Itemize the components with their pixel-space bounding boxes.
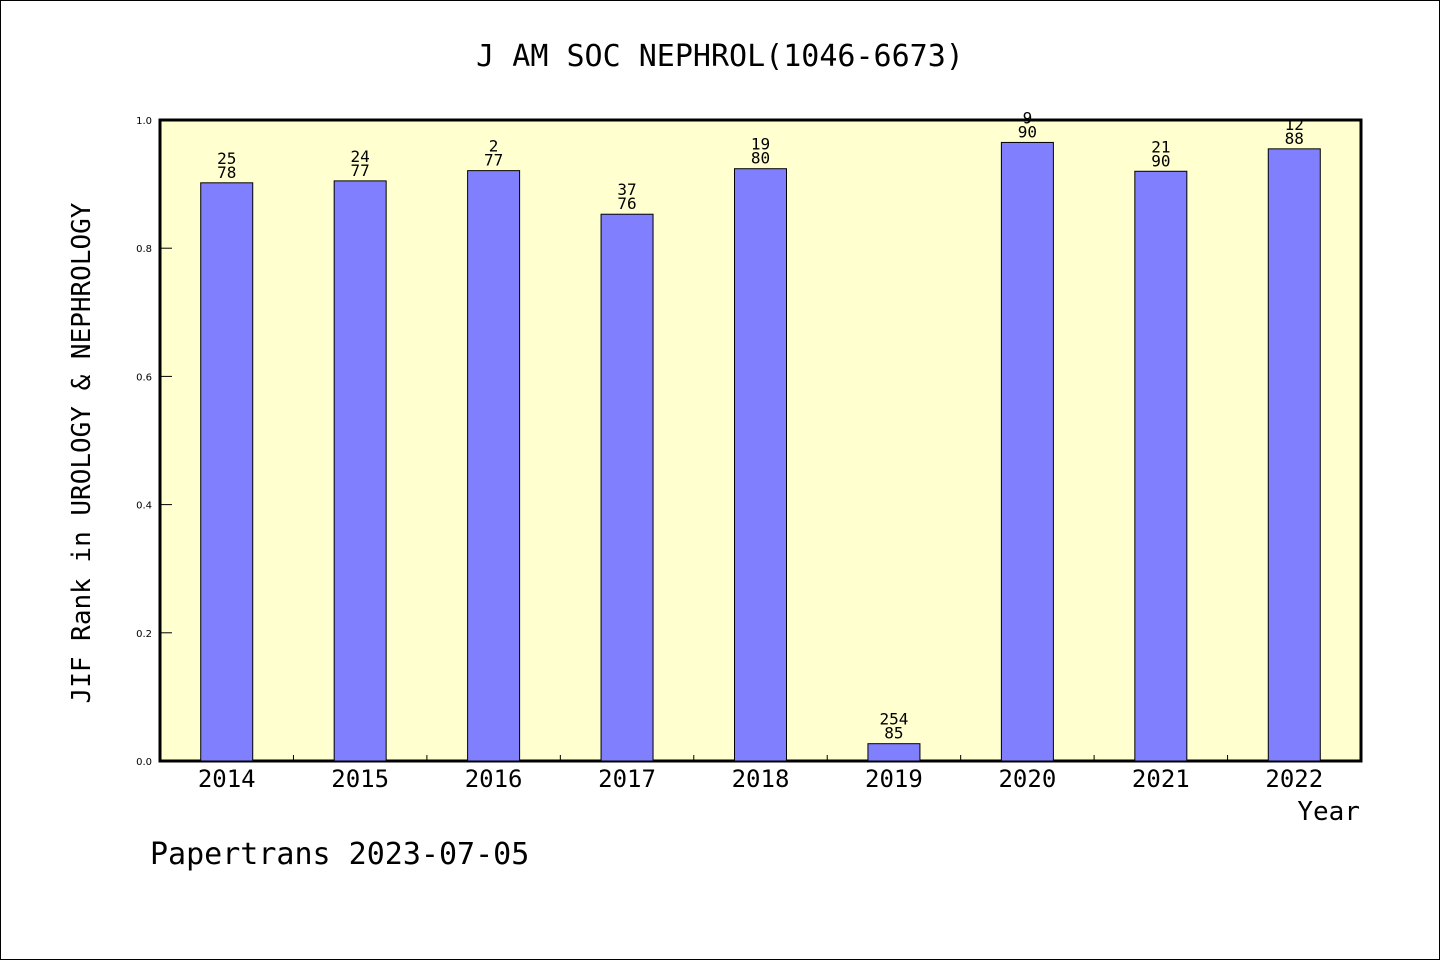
bar-2017 (600, 213, 654, 762)
x-tick-label-2021: 2021 (1132, 765, 1190, 793)
x-tick-label-2016: 2016 (465, 765, 523, 793)
x-tick-label-2019: 2019 (865, 765, 923, 793)
chart-title: J AM SOC NEPHROL(1046-6673) (476, 39, 964, 74)
x-tick-label-2017: 2017 (598, 765, 656, 793)
bar-label-total-2019: 85 (884, 724, 903, 743)
y-axis-label: JIF Rank in UROLOGY & NEPHROLOGY (67, 202, 97, 703)
y-tick-label: 0.0 (136, 757, 152, 768)
bar-2015 (333, 180, 387, 762)
bar-label-rank-2018: 19 (751, 135, 770, 154)
bar-label-total-2020: 90 (1018, 122, 1037, 141)
x-axis-label: Year (1297, 797, 1360, 827)
bar-label-total-2018: 80 (751, 149, 770, 168)
bar-2020 (1000, 141, 1054, 762)
y-tick-label: 1.0 (136, 116, 152, 127)
bar-label-rank-2022: 12 (1285, 115, 1304, 134)
x-tick-label-2014: 2014 (198, 765, 256, 793)
x-tick-label-2015: 2015 (331, 765, 389, 793)
bar-label-total-2021: 90 (1151, 151, 1170, 170)
y-tick-label: 0.2 (136, 629, 152, 640)
y-tick-label: 0.4 (136, 501, 152, 512)
x-tick-label-2020: 2020 (998, 765, 1056, 793)
footer-credit: Papertrans 2023-07-05 (150, 837, 529, 872)
y-tick-label: 0.6 (136, 372, 152, 383)
x-tick-label-2022: 2022 (1265, 765, 1323, 793)
bar-2016 (467, 170, 521, 762)
bar-label-total-2016: 77 (484, 151, 503, 170)
bar-label-total-2014: 78 (217, 163, 236, 182)
bar-2018 (734, 168, 787, 762)
bar-label-rank-2014: 25 (217, 149, 236, 168)
bar-label-rank-2021: 21 (1151, 137, 1170, 156)
x-tick-label-2018: 2018 (732, 765, 790, 793)
bar-2019 (867, 743, 921, 762)
bar-label-total-2022: 88 (1285, 129, 1304, 148)
y-tick-label: 0.8 (136, 244, 152, 255)
bar-2021 (1134, 170, 1188, 762)
bar-2014 (200, 182, 254, 762)
bar-label-rank-2016: 2 (489, 137, 499, 156)
bar-2022 (1267, 148, 1321, 762)
bar-label-rank-2017: 37 (617, 180, 636, 199)
bar-label-total-2015: 77 (351, 161, 370, 180)
bar-label-rank-2015: 24 (351, 147, 370, 166)
bar-label-total-2017: 76 (617, 194, 636, 213)
bar-label-rank-2019: 254 (879, 710, 908, 729)
ticks-layer: 2014 2015 2016 2017 2018 2019 2020 2021 2022 0.0 0… (136, 116, 1323, 793)
bar-label-rank-2020: 9 (1023, 108, 1033, 127)
